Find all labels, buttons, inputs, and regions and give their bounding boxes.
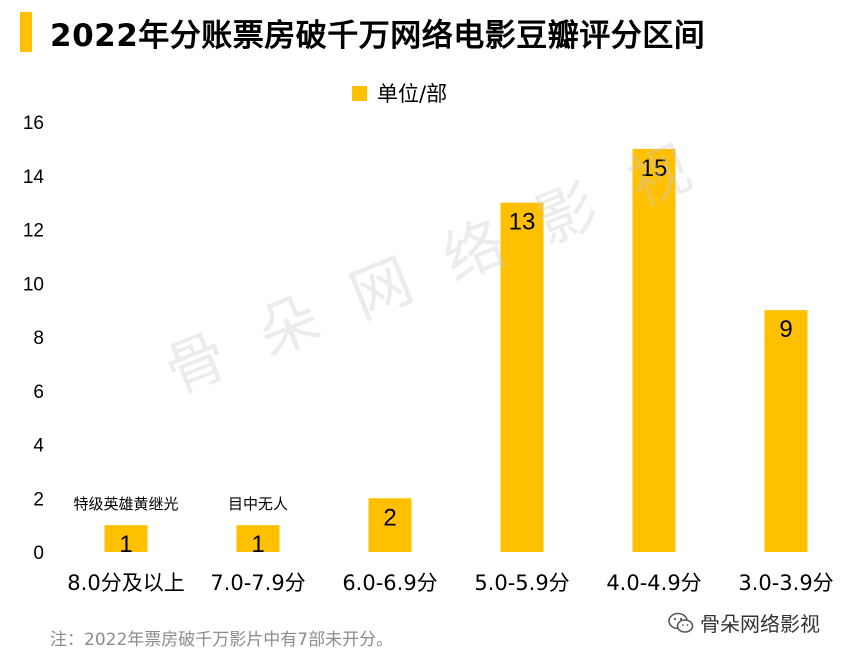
- x-tick-label: 4.0-4.9分: [606, 571, 701, 595]
- y-tick-label: 2: [33, 489, 44, 510]
- data-label: 1: [251, 531, 264, 558]
- data-label: 15: [641, 155, 668, 182]
- data-label: 13: [509, 209, 536, 236]
- legend-label: 单位/部: [377, 82, 448, 106]
- brand-name: 骨朵网络影视: [700, 612, 820, 636]
- x-tick-label: 7.0-7.9分: [210, 571, 305, 595]
- data-label: 2: [383, 504, 396, 531]
- bar: [500, 202, 544, 552]
- y-tick-label: 4: [33, 436, 44, 457]
- bar: [632, 148, 676, 552]
- bar: [236, 525, 280, 552]
- bar-annotation: 目中无人: [228, 495, 288, 513]
- legend-swatch: [352, 85, 367, 101]
- data-label: 9: [779, 316, 792, 343]
- bar: [104, 525, 148, 552]
- y-tick-label: 8: [33, 328, 44, 349]
- footnote: 注：2022年票房破千万影片中有7部未开分。: [50, 630, 394, 650]
- bar: [368, 498, 412, 552]
- legend: 单位/部: [352, 78, 447, 108]
- data-label: 1: [119, 531, 132, 558]
- title-accent-bar: [20, 12, 32, 52]
- bar-annotation: 特级英雄黄继光: [73, 495, 178, 513]
- y-tick-label: 0: [33, 543, 44, 564]
- x-tick-label: 3.0-3.9分: [738, 571, 833, 595]
- wechat-icon: [668, 612, 694, 633]
- x-tick-label: 5.0-5.9分: [474, 571, 569, 595]
- bar-chart: 0 2 4 6 8 10 12 14 16 1 8.0分及以上 1 7.0-7.9分 2 6.0-6.9分 1…: [23, 113, 834, 595]
- y-tick-label: 10: [23, 274, 44, 295]
- brand-mark: 骨朵网络影视: [668, 608, 820, 637]
- chart-title: 2022年分账票房破千万网络电影豆瓣评分区间: [50, 18, 706, 54]
- y-tick-label: 12: [23, 221, 44, 242]
- y-tick-label: 14: [23, 167, 45, 188]
- bar: [764, 310, 808, 552]
- x-tick-label: 8.0分及以上: [67, 571, 184, 595]
- y-tick-label: 16: [23, 113, 44, 134]
- x-tick-label: 6.0-6.9分: [342, 571, 437, 595]
- y-tick-label: 6: [33, 382, 44, 403]
